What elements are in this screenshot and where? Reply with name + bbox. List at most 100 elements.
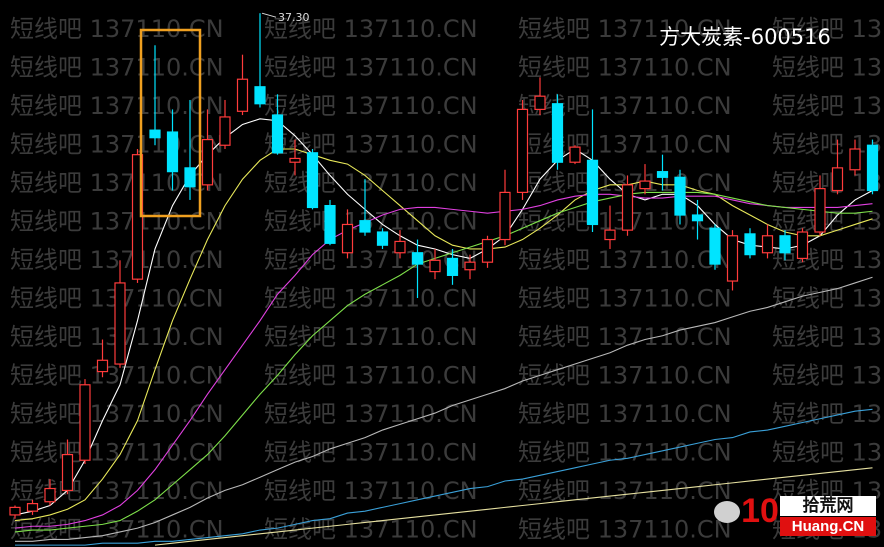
watermark: 短线吧 137110.CN: [264, 92, 478, 120]
candle-body: [289, 157, 301, 163]
ma-line: [14, 148, 873, 522]
watermark: 短线吧 137110.CN: [518, 362, 732, 390]
watermark: 短线吧 137110.CN: [772, 323, 884, 351]
watermark: 短线吧 137110.CN: [518, 477, 732, 505]
candle-body: [184, 167, 196, 188]
wechat-icon: [714, 501, 740, 523]
candle-body: [534, 95, 546, 110]
candle-body: [481, 238, 494, 263]
candle-body: [96, 359, 109, 373]
candle-body: [254, 86, 266, 105]
candle-body: [446, 257, 459, 276]
ma-line: [15, 408, 873, 546]
candle-body: [849, 148, 861, 171]
ma-line: [14, 191, 873, 533]
candle-body: [569, 146, 581, 163]
watermark: 短线吧 137110.CN: [772, 54, 884, 82]
ma-line: [15, 276, 873, 542]
candle-body: [691, 214, 704, 222]
watermark: 短线吧 137110.CN: [10, 54, 224, 82]
logo-domain-bg: [780, 517, 876, 536]
watermark: 短线吧 137110.CN: [772, 246, 884, 274]
candle-body: [411, 252, 424, 265]
candle-body: [586, 159, 599, 226]
watermark: 短线吧 137110.CN: [772, 15, 884, 43]
watermark: 短线吧 137110.CN: [264, 54, 478, 82]
candles: [9, 13, 879, 519]
watermark: 短线吧 137110.CN: [264, 169, 478, 197]
watermark-layer: 短线吧 137110.CN 短线吧 137110.CN 短线吧 137110.CN 短…: [10, 15, 884, 544]
watermark: 短线吧 137110.CN: [518, 92, 732, 120]
watermark: 短线吧 137110.CN: [518, 285, 732, 313]
candle-body: [796, 231, 809, 260]
candle-body: [359, 220, 371, 233]
candle-body: [709, 227, 721, 265]
watermark: 短线吧 137110.CN: [772, 439, 884, 467]
logo: 10 拾荒网 Huang.CN: [714, 492, 876, 536]
logo-domain: Huang.CN: [792, 518, 865, 535]
candle-body: [114, 282, 126, 365]
logo-number: 10: [741, 492, 779, 530]
candle-body: [79, 384, 91, 461]
watermark: 短线吧 137110.CN: [264, 362, 478, 390]
logo-name: 拾荒网: [803, 495, 854, 516]
candle-body: [324, 204, 336, 244]
watermark: 短线吧 137110.CN: [264, 477, 478, 505]
watermark: 短线吧 137110.CN: [518, 15, 732, 43]
candle-body: [429, 259, 441, 273]
candle-body: [394, 240, 406, 254]
candle-body: [201, 138, 214, 186]
watermark: 短线吧 137110.CN: [772, 169, 884, 197]
candle-body: [306, 152, 319, 209]
candle-body: [271, 114, 284, 154]
candle-body: [604, 229, 616, 241]
watermark: 短线吧 137110.CN: [772, 285, 884, 313]
candle-body: [779, 235, 791, 254]
watermark: 短线吧 137110.CN: [10, 439, 224, 467]
candle-body: [551, 103, 564, 163]
watermark: 短线吧 137110.CN: [10, 477, 224, 505]
candle-body: [831, 167, 844, 192]
watermark: 短线吧 137110.CN: [264, 15, 478, 43]
candle-body: [376, 231, 389, 246]
watermark: 短线吧 137110.CN: [518, 246, 732, 274]
watermark: 短线吧 137110.CN: [264, 285, 478, 313]
candle-body: [149, 129, 161, 139]
ma-lines: [14, 118, 873, 546]
watermark: 短线吧 137110.CN: [518, 516, 732, 544]
candle-body: [61, 453, 74, 492]
chart-title: 方大炭素-600516: [659, 25, 831, 49]
watermark: 短线吧 137110.CN: [772, 362, 884, 390]
highlight-box: [139, 28, 202, 218]
watermark: 短线吧 137110.CN: [10, 208, 224, 236]
watermark: 短线吧 137110.CN: [10, 131, 224, 159]
candle-body: [639, 180, 651, 190]
candle-body: [621, 184, 634, 231]
candle-body: [166, 131, 179, 173]
candle-body: [674, 176, 686, 216]
watermark: 短线吧 137110.CN: [10, 362, 224, 390]
ma-line: [14, 193, 873, 529]
watermark: 短线吧 137110.CN: [772, 92, 884, 120]
candle-body: [866, 144, 879, 192]
candle-body: [341, 223, 354, 254]
watermark: 短线吧 137110.CN: [264, 400, 478, 428]
watermark: 短线吧 137110.CN: [10, 400, 224, 428]
candle-body: [814, 188, 826, 233]
watermark: 短线吧 137110.CN: [10, 246, 224, 274]
watermark: 短线吧 137110.CN: [264, 439, 478, 467]
candle-body: [9, 506, 21, 516]
candle-body: [464, 261, 476, 271]
watermark: 短线吧 137110.CN: [772, 131, 884, 159]
logo-name-bg: [780, 496, 876, 516]
candle-body: [26, 503, 39, 512]
candle-body: [219, 116, 231, 146]
max-pointer: [261, 12, 277, 18]
candle-body: [761, 235, 774, 254]
watermark: 短线吧 137110.CN: [518, 54, 732, 82]
ma-line: [154, 467, 873, 546]
candle-body: [744, 233, 756, 256]
max-label: 37.30: [278, 11, 310, 24]
watermark: 短线吧 137110.CN: [264, 246, 478, 274]
watermark: 短线吧 137110.CN: [518, 400, 732, 428]
